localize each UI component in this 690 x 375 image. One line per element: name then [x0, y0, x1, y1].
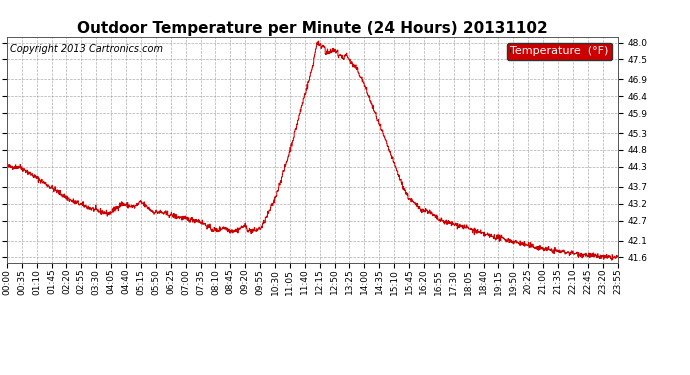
- Text: Copyright 2013 Cartronics.com: Copyright 2013 Cartronics.com: [10, 44, 163, 54]
- Title: Outdoor Temperature per Minute (24 Hours) 20131102: Outdoor Temperature per Minute (24 Hours…: [77, 21, 548, 36]
- Legend: Temperature  (°F): Temperature (°F): [507, 43, 612, 60]
